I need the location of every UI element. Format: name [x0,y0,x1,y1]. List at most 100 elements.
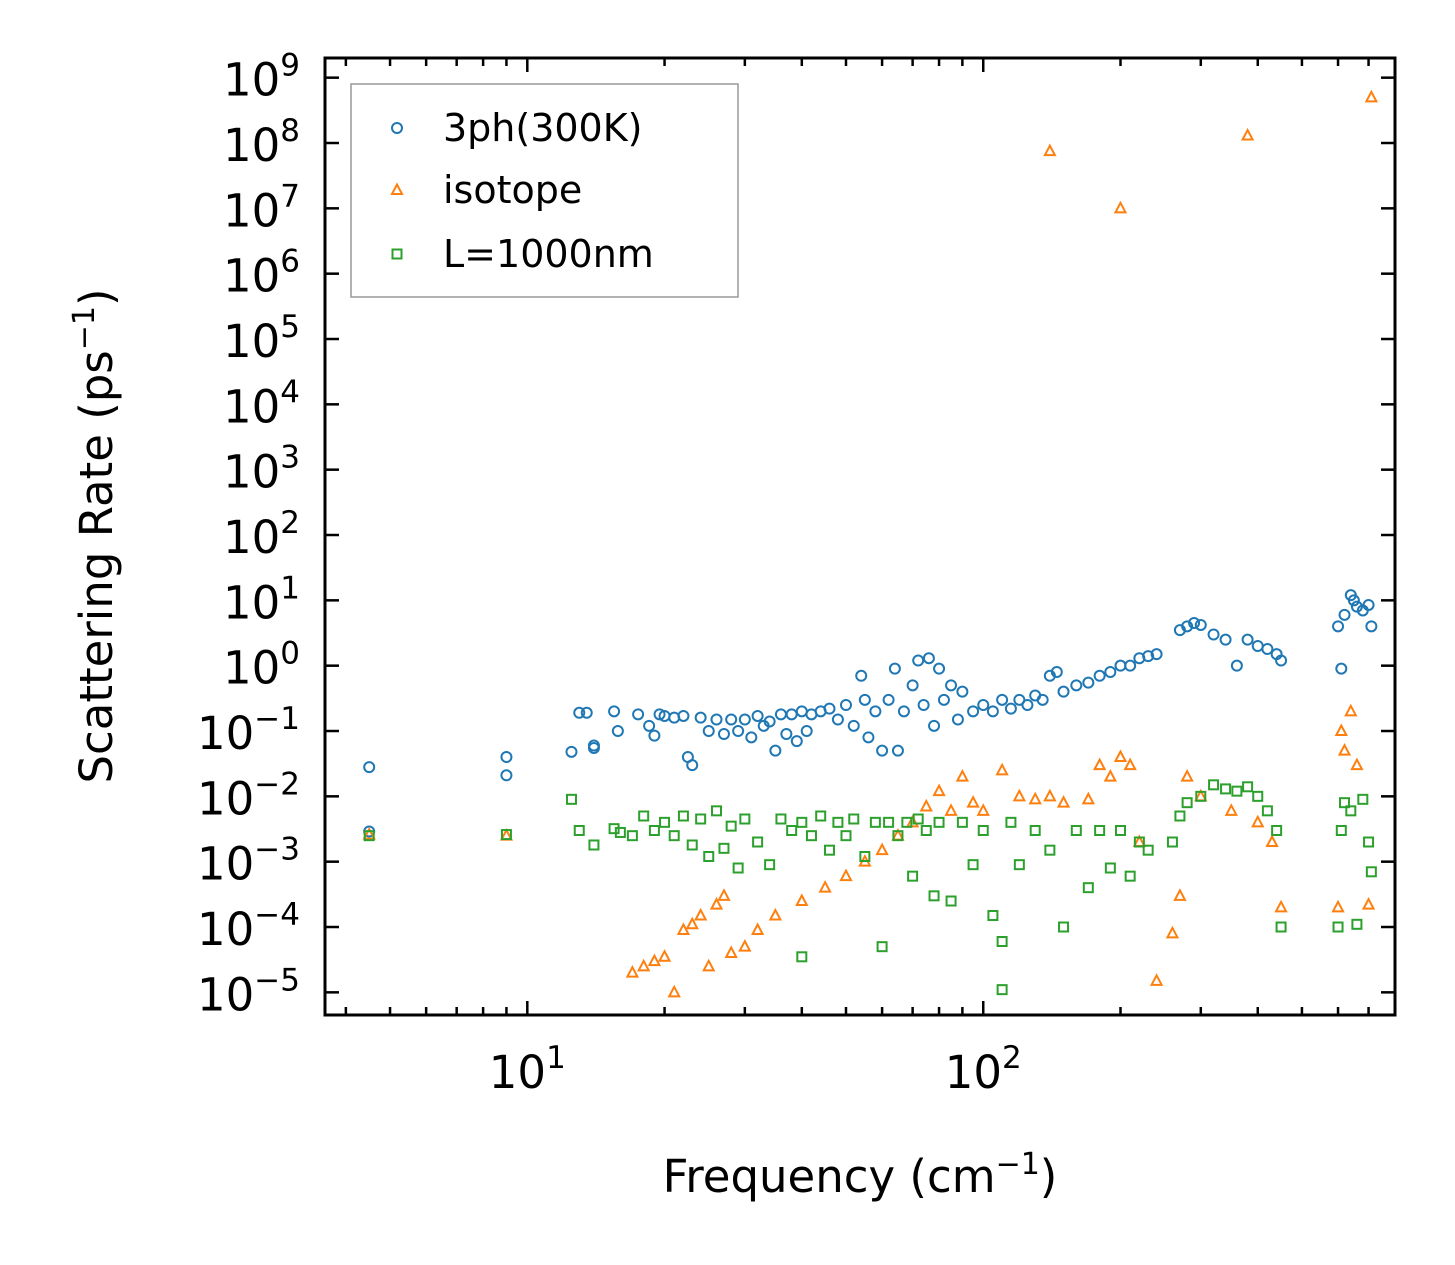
data-point-triangle [1043,143,1057,157]
data-point-triangle [647,953,662,967]
data-point-circle [648,729,661,742]
x-axis-title-tail: ) [1040,1150,1058,1203]
legend-frame [350,83,739,298]
data-point-triangle [905,814,920,828]
data-point-square [725,820,737,832]
data-point-square [739,813,751,825]
data-point-circle [977,699,990,712]
data-point-triangle [1028,791,1042,805]
data-point-square [573,825,585,837]
y-tick-label: 10−5 [197,962,300,1021]
data-point-triangle [966,795,980,808]
data-point-square [648,825,660,837]
data-point-square [1124,870,1136,882]
data-point-circle [1093,669,1106,682]
data-point-circle [573,706,586,719]
data-point-square [977,825,989,837]
y-tick-label-exponent: 5 [280,309,300,345]
data-point-circle [632,708,645,721]
data-point-square [718,842,730,854]
data-point-circle [996,693,1009,706]
data-point-square [1005,816,1017,828]
data-point-circle [858,693,871,706]
data-point-square [996,984,1008,996]
data-point-circle [1338,608,1351,621]
data-point-square [786,825,798,837]
data-point-circle [1365,620,1378,633]
data-point-circle [780,727,793,740]
data-point-square [1104,862,1116,874]
y-tick-label-base: 10 [197,903,254,956]
data-point-square [892,830,904,842]
data-point-square [907,870,919,882]
data-point-square [869,816,881,828]
data-point-triangle [750,922,765,935]
data-point-circle [823,702,836,715]
data-point-circle [800,725,813,738]
data-point-triangle [1224,803,1238,816]
data-point-square [796,951,808,963]
data-point-square [614,826,626,838]
data-point-square [933,816,945,828]
legend-label: isotope [443,168,582,212]
y-tick-label-exponent: −5 [254,962,300,998]
data-point-circle [967,705,980,718]
data-point-triangle [955,769,970,782]
data-point-square [588,839,600,851]
data-point-circle [1335,662,1348,675]
data-point-square [764,859,776,871]
data-point-circle [831,713,844,726]
data-point-square [928,890,940,902]
data-point-triangle [625,965,640,978]
data-point-circle [643,719,656,732]
x-axis-title-main: Frequency (cm [663,1150,996,1203]
y-tick-label-exponent: 2 [280,505,300,541]
data-point-circle [1104,666,1117,679]
data-point-circle [1070,679,1083,692]
y-tick-label-exponent: −1 [254,701,300,737]
legend-items: 3ph(300K) isotope L=1000nm [390,106,654,276]
data-point-square [967,859,979,871]
y-tick-label-exponent: 4 [280,374,300,410]
data-point-circle [677,709,690,722]
y-tick-label: 107 [223,178,300,237]
data-point-circle [1004,702,1017,715]
data-point-circle [363,761,376,774]
data-point-circle [928,719,941,732]
y-axis-title: Scattering Rate (ps−1) [67,288,123,783]
data-point-circle [694,711,707,724]
y-tick-label-base: 10 [223,380,280,433]
data-point-circle [917,699,930,712]
y-tick-label-base: 10 [223,576,280,629]
y-tick-label-exponent: −2 [254,766,300,802]
y-tick-label: 106 [223,244,300,303]
data-point-square [677,810,689,822]
data-point-circle [500,751,513,764]
data-point-circle [1207,628,1220,641]
data-point-triangle [1056,795,1071,808]
y-tick-label: 10−4 [197,897,300,956]
data-point-square [1133,836,1145,848]
data-point-circle [565,745,578,758]
legend-marker-triangle [390,182,404,195]
data-point-square [1231,785,1243,797]
data-point-square [859,851,871,863]
data-point-square [711,805,723,817]
data-point-circle [686,759,699,772]
data-point-triangle [1103,769,1117,782]
data-point-triangle [693,907,708,921]
data-point-circle [763,715,776,728]
data-point-square [901,816,913,828]
data-point-square [823,844,835,856]
data-point-triangle [1165,925,1180,939]
data-point-square [703,851,715,863]
data-point-circle [986,705,999,718]
y-tick-label: 105 [223,309,300,368]
data-point-circle [653,708,666,721]
data-point-square [815,810,827,822]
data-point-square [626,830,638,842]
data-point-square [1242,781,1254,793]
x-tick-label-exponent: 2 [1002,1040,1022,1076]
data-point-circle [956,685,969,698]
data-point-square [1351,918,1363,930]
